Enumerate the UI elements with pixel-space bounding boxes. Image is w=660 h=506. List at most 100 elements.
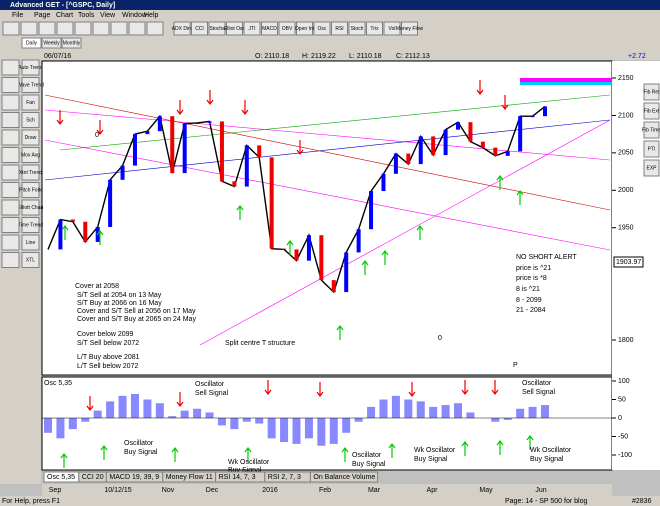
tool-button[interactable]	[21, 234, 40, 251]
toolbar-button[interactable]	[401, 21, 418, 36]
annotation: Oscillator	[352, 452, 382, 459]
menu-item[interactable]: Tools	[78, 12, 95, 19]
toolbar-button[interactable]	[243, 21, 261, 36]
candle	[319, 235, 324, 281]
buy-arrow	[496, 440, 504, 455]
candle	[468, 122, 473, 142]
tool-button[interactable]	[1, 112, 20, 128]
tool-button[interactable]	[1, 217, 20, 233]
menu-item[interactable]: View	[100, 12, 116, 19]
toolbar-button[interactable]	[383, 21, 401, 36]
tool-label: XTL	[26, 257, 35, 263]
icon-button[interactable]	[56, 21, 74, 36]
tool-button[interactable]	[21, 129, 40, 146]
osc-bar	[255, 418, 264, 424]
menu-item[interactable]: Chart	[56, 12, 73, 19]
indicator-tab[interactable]	[309, 471, 379, 483]
toolbar-label: Elliot Osc	[224, 26, 246, 32]
candle	[431, 136, 436, 156]
tool-button[interactable]	[1, 59, 20, 76]
toolbar-button[interactable]	[208, 21, 226, 36]
tool-button[interactable]	[1, 129, 20, 146]
target-band	[520, 82, 612, 85]
toolbar-button[interactable]	[226, 21, 243, 36]
buy-arrow	[461, 441, 469, 456]
candle	[530, 116, 535, 118]
tool-button[interactable]	[643, 102, 660, 120]
toolbar-button[interactable]	[261, 21, 278, 36]
tool-label: Fib Ret	[643, 89, 660, 95]
icon-button[interactable]	[92, 21, 110, 36]
tool-button[interactable]	[1, 252, 20, 268]
sell-arrow	[316, 382, 324, 397]
toolbar-button[interactable]	[296, 21, 313, 36]
icon-button[interactable]	[38, 21, 56, 36]
tool-button[interactable]	[1, 199, 20, 216]
osc-bar	[280, 418, 289, 443]
menu-item[interactable]: Page	[34, 12, 50, 19]
tool-button[interactable]	[21, 164, 40, 181]
tool-button[interactable]	[1, 77, 20, 93]
candle	[132, 134, 137, 166]
tool-button[interactable]	[643, 159, 660, 177]
menu-item[interactable]: File	[12, 12, 23, 19]
annotation: S/T Buy at 2066 on 16 May	[77, 300, 162, 307]
menu-item[interactable]: Window	[122, 12, 148, 19]
tool-button[interactable]	[21, 182, 40, 198]
candle	[170, 116, 175, 174]
icon-button[interactable]	[74, 21, 92, 36]
tool-button[interactable]	[1, 234, 20, 251]
tool-button[interactable]	[643, 83, 660, 101]
candle	[393, 153, 398, 174]
toolbar-button[interactable]	[173, 21, 191, 36]
annotation: Cover below 2099	[77, 331, 134, 338]
candle	[418, 136, 423, 165]
y-tick-label: 0	[618, 415, 622, 422]
sell-arrow	[176, 392, 184, 407]
period-tab-label: Daily	[26, 40, 38, 46]
tool-button[interactable]	[21, 94, 40, 111]
menu-item[interactable]: Help	[144, 12, 159, 19]
annotation: Wk Oscillator	[414, 447, 456, 454]
period-tab[interactable]	[41, 37, 62, 49]
annotation: 0	[438, 335, 442, 342]
tool-button[interactable]	[1, 182, 20, 198]
y-tick-label: 100	[618, 378, 630, 385]
buy-arrow	[381, 250, 389, 265]
tool-button[interactable]	[1, 94, 20, 111]
icon-button[interactable]	[20, 21, 38, 36]
tool-button[interactable]	[643, 121, 660, 139]
tool-button[interactable]	[21, 77, 40, 93]
icon-button[interactable]	[110, 21, 128, 36]
period-tab[interactable]	[61, 37, 82, 49]
icon-button[interactable]	[146, 21, 164, 36]
tool-label: PTI	[648, 146, 656, 152]
toolbar-button[interactable]	[331, 21, 348, 36]
sell-arrow	[176, 100, 184, 115]
candle	[157, 116, 162, 132]
tool-button[interactable]	[21, 147, 40, 163]
tool-button[interactable]	[21, 199, 40, 216]
candle	[406, 153, 411, 165]
osc-bar	[516, 408, 525, 418]
toolbar-button[interactable]	[278, 21, 296, 36]
candle	[480, 141, 485, 148]
tool-button[interactable]	[1, 164, 20, 181]
toolbar-button[interactable]	[348, 21, 366, 36]
toolbar-button[interactable]	[366, 21, 383, 36]
icon-button[interactable]	[2, 21, 20, 36]
icon-button[interactable]	[128, 21, 146, 36]
toolbar-button[interactable]	[313, 21, 331, 36]
indicator-tab-label: Osc 5,35	[47, 474, 75, 481]
indicator-tab-label: Money Flow 11	[166, 474, 213, 481]
candle	[543, 106, 547, 117]
period-tab[interactable]	[21, 37, 42, 49]
tool-button[interactable]	[643, 140, 660, 158]
tool-button[interactable]	[21, 252, 40, 268]
tool-button[interactable]	[1, 147, 20, 163]
toolbar-button[interactable]	[191, 21, 208, 36]
tool-button[interactable]	[21, 217, 40, 233]
tool-button[interactable]	[21, 112, 40, 128]
tool-button[interactable]	[21, 59, 40, 76]
